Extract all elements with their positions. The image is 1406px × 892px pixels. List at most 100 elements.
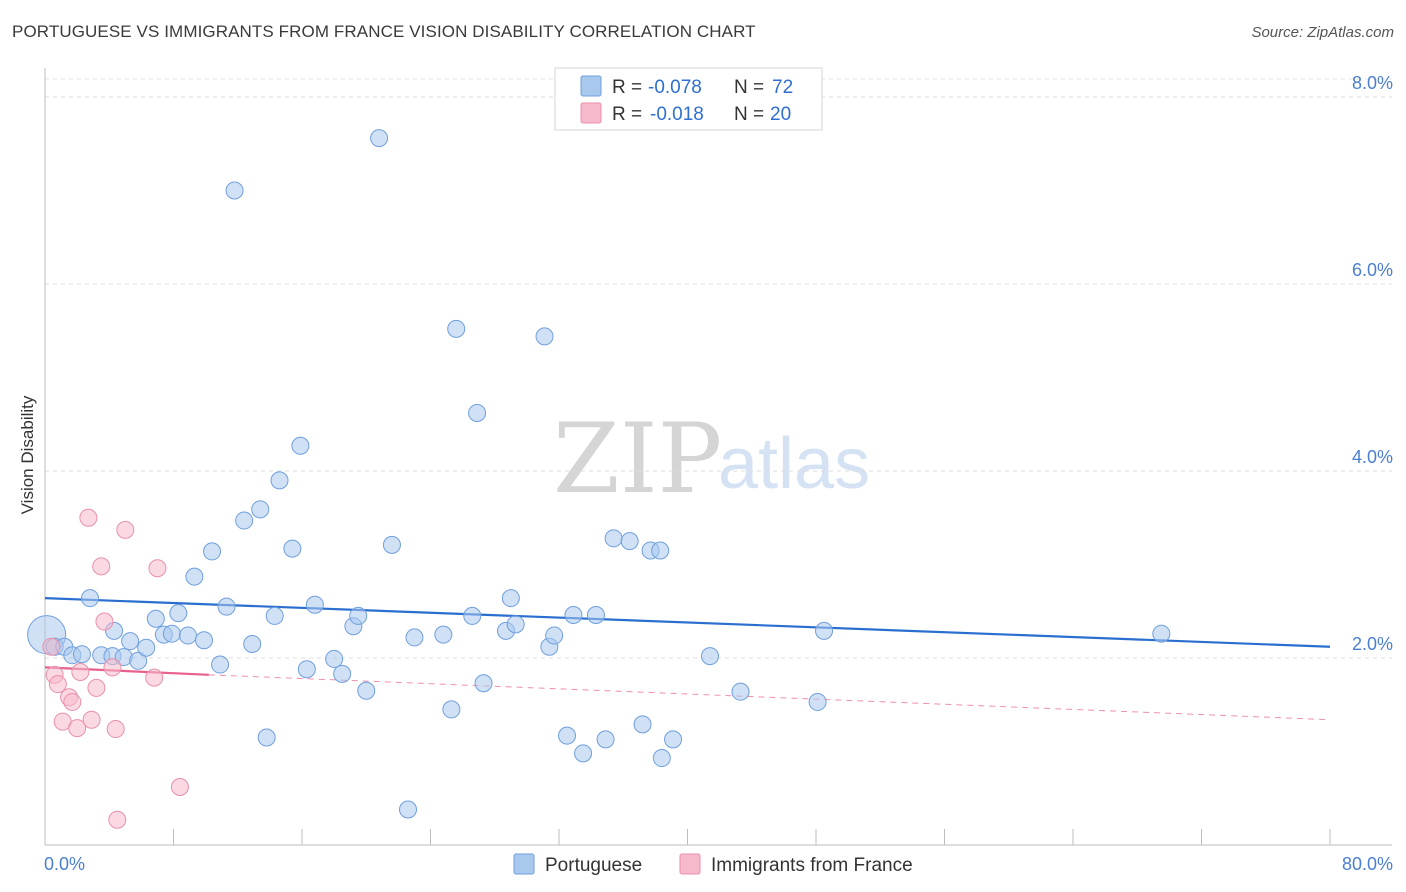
trend-line-portuguese — [44, 597, 1331, 648]
legend-r-label: R = — [612, 77, 642, 98]
point-france — [68, 719, 87, 738]
y-tick-label: 2.0% — [1352, 634, 1393, 654]
legend-swatch-france — [580, 102, 602, 124]
point-portuguese — [72, 645, 91, 664]
point-portuguese — [545, 626, 564, 645]
point-portuguese — [731, 682, 750, 701]
point-portuguese — [169, 604, 188, 623]
point-portuguese — [243, 634, 262, 653]
point-portuguese — [808, 692, 827, 711]
point-portuguese — [211, 655, 230, 674]
point-france — [92, 557, 111, 576]
point-portuguese — [195, 631, 214, 650]
point-portuguese — [283, 539, 302, 558]
chart-title: PORTUGUESE VS IMMIGRANTS FROM FRANCE VIS… — [12, 22, 756, 41]
point-france — [95, 612, 114, 631]
y-tick-label: 8.0% — [1352, 73, 1393, 93]
point-france — [106, 720, 125, 739]
point-france — [103, 658, 122, 677]
point-portuguese — [574, 744, 593, 763]
y-tick-labels: 2.0% 4.0% 6.0% 8.0% — [1352, 73, 1393, 654]
bottom-legend-label-france: Immigrants from France — [711, 855, 913, 876]
point-portuguese — [162, 624, 181, 643]
point-portuguese — [146, 609, 165, 628]
point-portuguese — [501, 589, 520, 608]
watermark: ZIP atlas — [553, 403, 870, 515]
point-portuguese — [506, 615, 525, 634]
x-tick-labels: 0.0% 80.0% — [44, 854, 1393, 874]
x-tick-label: 80.0% — [1342, 854, 1393, 874]
watermark-atlas: atlas — [718, 424, 870, 504]
point-portuguese — [468, 404, 487, 423]
point-portuguese — [620, 532, 639, 551]
point-portuguese — [447, 319, 466, 338]
point-portuguese — [604, 529, 623, 548]
point-portuguese — [270, 471, 289, 490]
legend-swatch-portuguese — [580, 75, 602, 97]
legend-r-value: -0.018 — [650, 104, 704, 125]
point-portuguese — [382, 535, 401, 554]
bottom-legend-swatch-portuguese — [513, 853, 535, 875]
point-portuguese — [664, 730, 683, 749]
point-portuguese — [357, 681, 376, 700]
watermark-zip: ZIP — [553, 403, 722, 515]
legend-r-label: R = — [612, 104, 642, 125]
point-portuguese — [463, 606, 482, 625]
point-portuguese — [700, 647, 719, 666]
point-portuguese — [535, 327, 554, 346]
point-france — [116, 520, 135, 539]
point-france — [79, 508, 98, 527]
trend-lines — [44, 597, 1331, 721]
point-france — [82, 710, 101, 729]
axes — [44, 68, 1392, 846]
y-tick-label: 6.0% — [1352, 260, 1393, 280]
point-france — [87, 678, 106, 697]
point-portuguese — [265, 606, 284, 625]
point-portuguese — [325, 649, 344, 668]
y-axis-label: Vision Disability — [18, 395, 37, 514]
point-portuguese — [235, 511, 254, 530]
point-portuguese — [297, 660, 316, 679]
point-portuguese — [442, 700, 461, 719]
legend-n-value: 20 — [770, 104, 791, 125]
point-portuguese — [217, 597, 236, 616]
trend-line-france — [44, 666, 209, 676]
point-france — [48, 675, 67, 694]
point-france — [148, 559, 167, 578]
trend-line-extension — [208, 674, 1331, 721]
legend-n-value: 72 — [772, 77, 793, 98]
point-portuguese — [305, 595, 324, 614]
legend-n-label: N = — [734, 77, 764, 98]
point-portuguese — [129, 651, 148, 670]
point-portuguese — [349, 606, 368, 625]
point-portuguese — [225, 181, 244, 200]
bottom-legend-label-portuguese: Portuguese — [545, 855, 642, 876]
point-portuguese — [815, 621, 834, 640]
point-portuguese — [434, 625, 453, 644]
point-portuguese — [405, 628, 424, 647]
legend-n-label: N = — [734, 104, 764, 125]
point-portuguese — [651, 541, 670, 560]
point-portuguese — [564, 605, 583, 624]
point-france — [63, 692, 82, 711]
gridlines — [45, 78, 1392, 659]
y-tick-label: 4.0% — [1352, 447, 1393, 467]
point-portuguese — [137, 638, 156, 657]
point-portuguese — [251, 500, 270, 519]
point-portuguese — [596, 730, 615, 749]
point-portuguese — [370, 129, 389, 148]
point-portuguese — [121, 632, 140, 651]
source-label: Source: ZipAtlas.com — [1251, 24, 1394, 41]
point-france — [108, 810, 127, 829]
point-portuguese — [558, 726, 577, 745]
point-portuguese — [652, 749, 671, 768]
x-tick-label: 0.0% — [44, 854, 85, 874]
point-france — [170, 778, 189, 797]
point-portuguese — [257, 728, 276, 747]
point-portuguese — [185, 567, 204, 586]
bottom-legend-swatch-france — [679, 853, 701, 875]
point-portuguese — [291, 436, 310, 455]
point-portuguese — [333, 664, 352, 683]
point-france — [42, 637, 61, 656]
data-points — [27, 129, 1171, 829]
